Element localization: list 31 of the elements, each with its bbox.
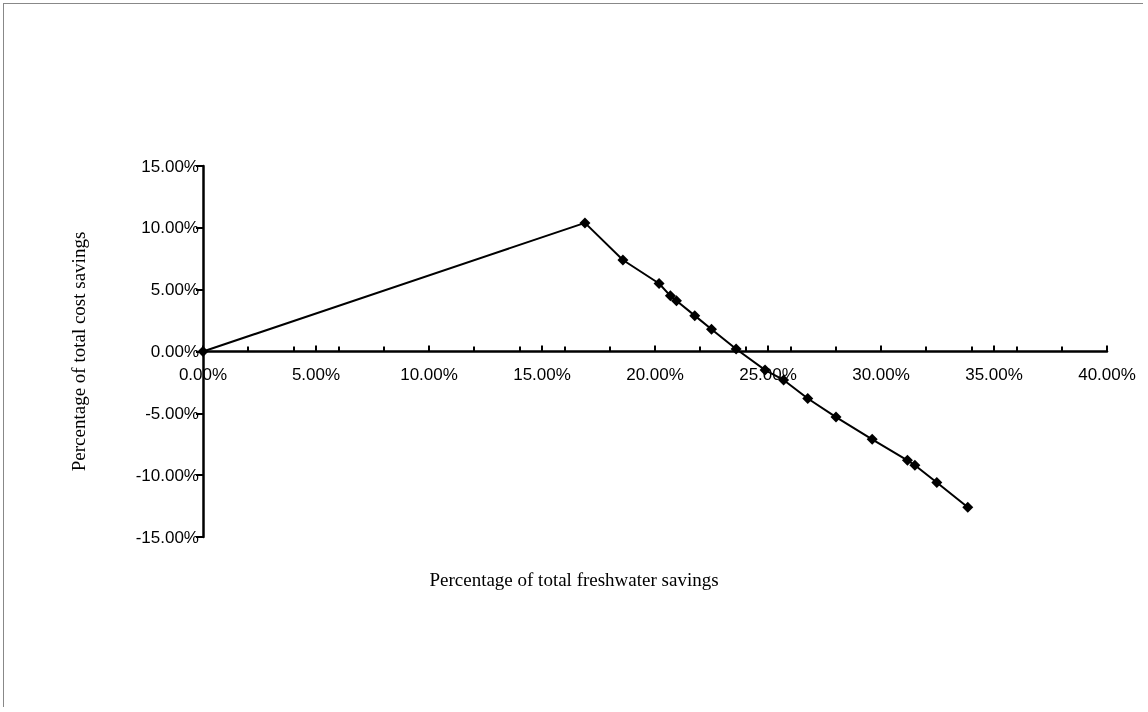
point (670, 295, 682, 307)
y-tick-label: -5.00% (145, 403, 199, 423)
point (901, 454, 913, 466)
point (802, 392, 814, 404)
point (617, 254, 629, 266)
x-tick-label: 40.00% (1078, 364, 1136, 384)
x-tick-label: 30.00% (852, 364, 910, 384)
y-tick-label: 0.00% (150, 342, 199, 361)
y-axis-title: Percentage of total cost savings (68, 231, 89, 472)
x-tick-label: 20.00% (626, 364, 684, 384)
x-tick-label: 35.00% (965, 364, 1023, 384)
point (931, 477, 943, 489)
point (730, 343, 742, 355)
y-tick-label: 5.00% (150, 280, 199, 300)
y-tick-label: 15.00% (141, 156, 199, 176)
y-tick-label: -15.00% (135, 527, 199, 547)
point (962, 501, 974, 513)
y-tick-label: 10.00% (141, 218, 199, 238)
point (689, 310, 701, 322)
x-tick-label: 10.00% (400, 364, 458, 384)
point (664, 290, 676, 302)
point (909, 459, 921, 471)
point (866, 433, 878, 445)
point (579, 217, 591, 229)
point (706, 323, 717, 335)
point (653, 277, 665, 289)
point (830, 411, 842, 423)
x-tick-label: 15.00% (513, 364, 571, 384)
x-axis-title: Percentage of total freshwater savings (429, 569, 719, 590)
x-tick-label: 5.00% (291, 364, 341, 384)
y-tick-label: -10.00% (135, 465, 199, 485)
